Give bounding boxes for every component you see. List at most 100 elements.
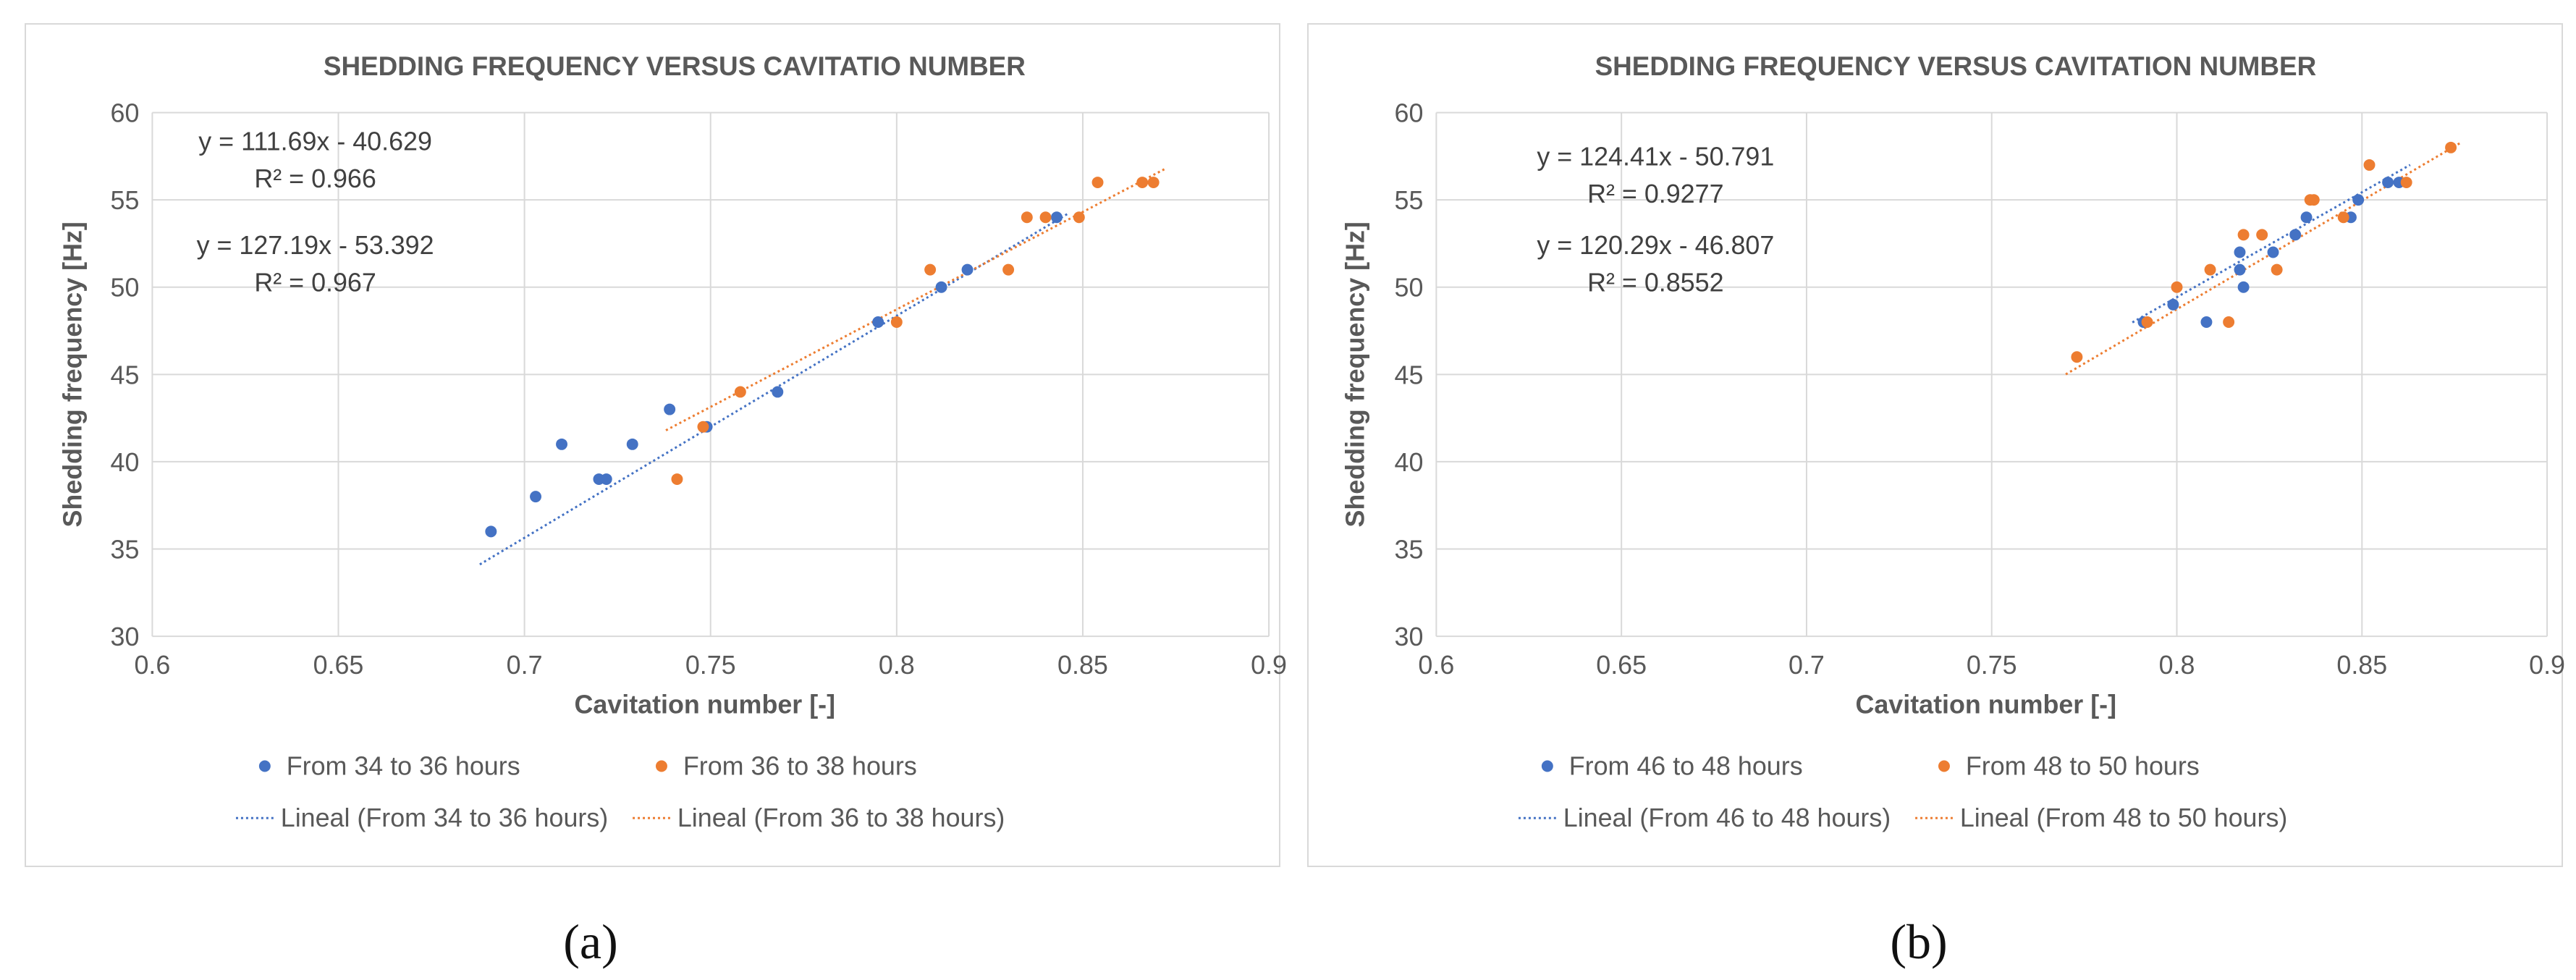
chart-b-r-squared: R² = 0.8552 <box>1587 269 1723 297</box>
chart-b-series-1-point <box>2337 211 2349 224</box>
chart-a-series-1-point <box>1091 177 1104 189</box>
chart-a-equation: y = 127.19x - 53.392 <box>197 231 434 260</box>
chart-b-x-tick-label: 0.9 <box>2529 651 2565 680</box>
chart-b-legend-marker-1 <box>1938 760 1950 772</box>
chart-b-y-tick-label: 45 <box>1395 360 1424 389</box>
chart-a-series-1-point <box>924 263 937 276</box>
chart-a-series-0-point <box>772 386 784 398</box>
chart-b-y-tick-label: 60 <box>1395 99 1424 128</box>
chart-panel-b: SHEDDING FREQUENCY VERSUS CAVITATION NUM… <box>1307 23 2565 867</box>
chart-a-r-squared: R² = 0.967 <box>254 269 376 297</box>
chart-b-series-0-point <box>2234 263 2246 276</box>
chart-b-series-0-point <box>2382 177 2394 189</box>
chart-b-series-1-point <box>2363 159 2376 171</box>
chart-a-series-0-point <box>872 316 884 328</box>
chart-b-series-0-point <box>2200 316 2213 328</box>
chart-b-x-tick-label: 0.75 <box>1967 651 2017 680</box>
chart-b-series-1-point <box>2171 281 2183 293</box>
chart-a-x-tick-label: 0.75 <box>685 651 736 680</box>
chart-b-legend-trend-0: Lineal (From 46 to 48 hours) <box>1563 803 1891 832</box>
chart-b-series-0-point <box>2267 246 2279 258</box>
chart-b-y-tick-label: 55 <box>1395 186 1424 215</box>
chart-a-y-tick-label: 60 <box>111 99 140 128</box>
chart-a-series-0-point <box>664 403 676 415</box>
chart-a-series-1-point <box>890 316 903 328</box>
chart-b-series-0-point <box>2237 281 2250 293</box>
chart-b-series-1-point <box>2400 177 2412 189</box>
chart-a-series-0-point <box>485 525 497 538</box>
chart-a-legend-trend-1: Lineal (From 36 to 38 hours) <box>677 803 1005 832</box>
chart-b-equation: y = 124.41x - 50.791 <box>1537 142 1774 171</box>
chart-b-series-1-point <box>2237 229 2250 241</box>
chart-a-x-tick-label: 0.65 <box>313 651 364 680</box>
chart-a-series-0-point <box>556 438 568 450</box>
chart-a-series-0-point <box>935 281 947 293</box>
chart-b-trendline-0 <box>2132 164 2411 324</box>
chart-b-series-1-point <box>2223 316 2235 328</box>
chart-b-y-tick-label: 50 <box>1395 274 1424 303</box>
chart-a-x-tick-label: 0.85 <box>1057 651 1108 680</box>
chart-b-series-1-point <box>2256 229 2268 241</box>
chart-b-x-axis-label: Cavitation number [-] <box>1855 690 2116 719</box>
chart-b-legend-series-1: From 48 to 50 hours <box>1966 751 2200 780</box>
chart-b-y-tick-label: 35 <box>1395 535 1424 564</box>
chart-b-equation: y = 120.29x - 46.807 <box>1537 231 1774 260</box>
chart-b-series-0-point <box>2352 194 2365 206</box>
chart-a-series-1-point <box>734 386 746 398</box>
chart-b-x-tick-label: 0.7 <box>1789 651 1825 680</box>
chart-a-x-tick-label: 0.7 <box>507 651 543 680</box>
chart-a-y-tick-label: 40 <box>111 448 140 477</box>
chart-b-series-0-point <box>2289 229 2302 241</box>
chart-b-y-tick-label: 40 <box>1395 448 1424 477</box>
chart-b-series-1-point <box>2445 141 2457 153</box>
chart-a-y-tick-label: 50 <box>111 274 140 303</box>
chart-b-legend-marker-0 <box>1541 760 1553 772</box>
chart-a-y-tick-label: 35 <box>111 535 140 564</box>
chart-a-series-0-point <box>961 263 974 276</box>
chart-a-x-tick-label: 0.8 <box>879 651 915 680</box>
caption-b: (b) <box>1890 914 1948 969</box>
chart-b-legend-trend-1: Lineal (From 48 to 50 hours) <box>1960 803 2287 832</box>
chart-a-r-squared: R² = 0.966 <box>254 164 376 193</box>
chart-b-svg: SHEDDING FREQUENCY VERSUS CAVITATION NUM… <box>1341 51 2565 832</box>
chart-a-series-1-point <box>1073 211 1085 224</box>
chart-b-series-0-point <box>2234 246 2246 258</box>
chart-a-equation: y = 111.69x - 40.629 <box>198 127 432 156</box>
chart-a-series-0-point <box>530 491 542 503</box>
chart-a-series-0-point <box>1050 211 1063 224</box>
chart-b-series-1-point <box>2271 263 2283 276</box>
chart-a-legend-series-1: From 36 to 38 hours <box>683 751 917 780</box>
chart-b-series-0-point <box>2167 298 2179 311</box>
chart-b-y-axis-label: Shedding frequency [Hz] <box>1341 221 1370 527</box>
chart-a-legend-marker-1 <box>655 760 667 772</box>
chart-a-x-tick-label: 0.6 <box>134 651 170 680</box>
chart-b-series-1-point <box>2204 263 2216 276</box>
chart-b-series-0-point <box>2300 211 2313 224</box>
caption-a: (a) <box>563 914 618 969</box>
chart-b-x-tick-label: 0.85 <box>2336 651 2387 680</box>
chart-a-legend-series-0: From 34 to 36 hours <box>287 751 520 780</box>
chart-a-series-1-point <box>1147 177 1160 189</box>
chart-a-series-1-point <box>1002 263 1015 276</box>
chart-a-series-1-point <box>1039 211 1052 224</box>
chart-b-trendline-1 <box>2065 140 2463 376</box>
chart-a-y-tick-label: 55 <box>111 186 140 215</box>
chart-b-x-tick-label: 0.8 <box>2159 651 2195 680</box>
chart-b-title: SHEDDING FREQUENCY VERSUS CAVITATION NUM… <box>1595 51 2317 81</box>
chart-b-y-tick-label: 30 <box>1395 622 1424 651</box>
chart-a-x-axis-label: Cavitation number [-] <box>574 690 835 719</box>
chart-panel-a: SHEDDING FREQUENCY VERSUS CAVITATIO NUMB… <box>25 23 1287 867</box>
chart-a-legend-trend-0: Lineal (From 34 to 36 hours) <box>281 803 608 832</box>
chart-a-svg: SHEDDING FREQUENCY VERSUS CAVITATIO NUMB… <box>59 51 1287 832</box>
chart-a-title: SHEDDING FREQUENCY VERSUS CAVITATIO NUMB… <box>324 51 1026 81</box>
chart-b-legend-series-0: From 46 to 48 hours <box>1569 751 1803 780</box>
chart-b-r-squared: R² = 0.9277 <box>1587 179 1723 208</box>
chart-a-y-tick-label: 45 <box>111 360 140 389</box>
chart-a-x-tick-label: 0.9 <box>1251 651 1287 680</box>
chart-a-legend-marker-0 <box>258 760 271 772</box>
chart-a-y-axis-label: Shedding frequency [Hz] <box>59 221 88 527</box>
chart-a-series-0-point <box>626 438 638 450</box>
chart-a-series-1-point <box>671 473 683 486</box>
chart-a-series-1-point <box>1021 211 1033 224</box>
chart-b-series-1-point <box>2307 194 2320 206</box>
